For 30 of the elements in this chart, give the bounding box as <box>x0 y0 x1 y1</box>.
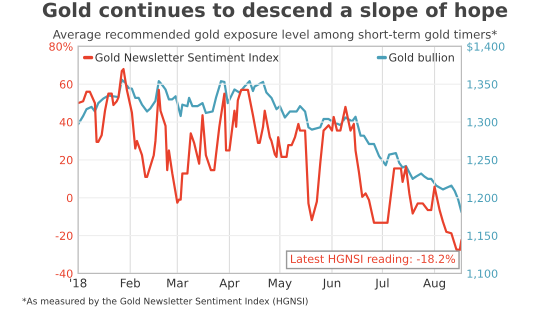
chart-title: Gold continues to descend a slope of hope <box>42 2 508 22</box>
annotation: Latest HGNSI reading: -18.2% <box>291 254 456 266</box>
line-series <box>78 68 462 252</box>
line-series <box>78 78 462 214</box>
x-tick-label: Feb <box>120 278 140 288</box>
y-tick-label: 60 <box>60 80 72 89</box>
y2-tick-label: 1,350 <box>468 80 498 90</box>
y-tick-label: 80% <box>49 42 73 51</box>
y-tick-label: 20 <box>60 156 72 164</box>
legend-label: Gold Newsletter Sentiment Index <box>95 53 279 62</box>
y-tick-label: -40 <box>56 269 72 278</box>
x-tick-label: Jun <box>322 278 340 290</box>
x-tick-label: May <box>268 278 292 290</box>
text: *As measured by the Gold Newsletter Sentiment Index (HGNSI) <box>22 298 308 306</box>
legend-label: Gold bullion <box>389 53 454 62</box>
y-tick-label: 40 <box>60 118 72 126</box>
y-tick-label: -20 <box>56 232 72 240</box>
x-tick-label: Mar <box>167 278 188 288</box>
y2-tick-label: 1,100 <box>468 269 498 279</box>
x-tick-label: Jul <box>374 278 388 290</box>
y-tick-label: 0 <box>66 194 72 202</box>
y2-tick-label: 1,200 <box>468 194 498 204</box>
y2-tick-label: $1,400 <box>467 42 504 52</box>
x-tick-label: '18 <box>70 278 86 288</box>
x-tick-label: Aug <box>423 278 445 290</box>
y2-tick-label: 1,150 <box>468 232 498 242</box>
y2-tick-label: 1,300 <box>468 118 498 128</box>
chart-subtitle: Average recommended gold exposure level among short-term gold timers* <box>52 30 497 42</box>
y2-tick-label: 1,250 <box>468 156 498 166</box>
x-tick-label: Apr <box>219 278 240 290</box>
